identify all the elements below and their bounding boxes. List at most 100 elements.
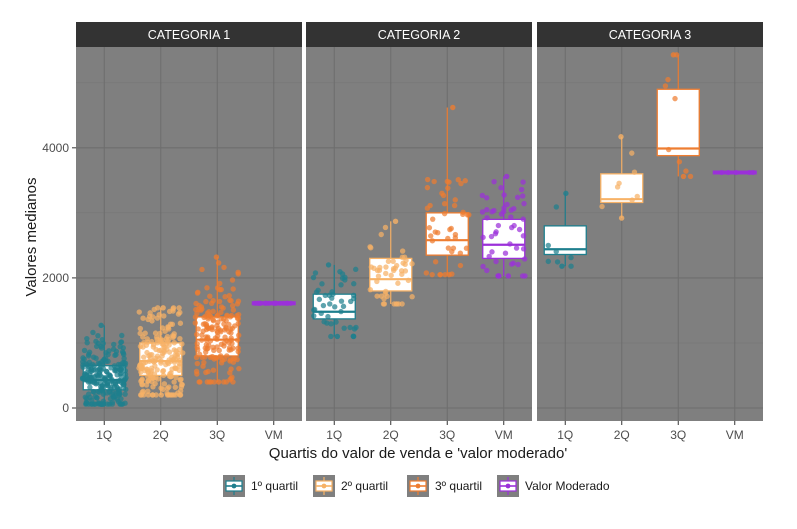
data-point xyxy=(140,315,146,321)
data-point xyxy=(381,301,388,307)
data-point xyxy=(164,333,171,340)
data-point xyxy=(390,258,396,265)
data-point xyxy=(210,308,216,315)
legend-key-point xyxy=(505,483,511,489)
data-point xyxy=(455,176,461,183)
data-point xyxy=(92,393,99,400)
data-point xyxy=(113,351,119,358)
data-point xyxy=(493,258,499,265)
data-point xyxy=(214,329,221,336)
data-point xyxy=(614,184,621,190)
data-point xyxy=(559,263,565,269)
data-point xyxy=(618,134,624,140)
data-point xyxy=(437,271,444,278)
data-point xyxy=(446,271,452,278)
data-point xyxy=(502,250,509,256)
data-point xyxy=(463,245,470,251)
data-point xyxy=(105,383,111,389)
data-point xyxy=(92,401,98,407)
data-point xyxy=(333,319,339,325)
data-point xyxy=(457,250,464,256)
x-axis-title: Quartis do valor de venda e 'valor moder… xyxy=(269,445,568,462)
data-point xyxy=(160,341,167,348)
data-point xyxy=(665,146,672,153)
data-point xyxy=(402,261,408,268)
data-point xyxy=(172,392,179,398)
data-point xyxy=(489,249,495,255)
data-point xyxy=(518,186,525,193)
data-point xyxy=(150,384,156,390)
data-point xyxy=(81,347,88,354)
data-point xyxy=(483,195,490,201)
data-point xyxy=(163,361,169,368)
data-point xyxy=(169,392,175,398)
data-point xyxy=(175,311,182,317)
data-point xyxy=(214,285,221,291)
data-point xyxy=(208,300,215,306)
data-point xyxy=(120,383,126,389)
data-point xyxy=(176,346,183,353)
data-point xyxy=(216,347,222,354)
data-point xyxy=(226,321,232,328)
data-point xyxy=(516,226,523,233)
data-point xyxy=(202,354,208,360)
boxplot-1Q xyxy=(79,322,129,407)
data-point xyxy=(329,289,335,295)
data-point xyxy=(399,271,405,277)
data-point xyxy=(228,298,234,304)
data-point xyxy=(149,338,155,345)
data-point xyxy=(451,202,458,209)
data-point xyxy=(521,200,527,207)
data-point xyxy=(486,253,492,260)
data-point xyxy=(334,333,341,340)
data-point xyxy=(171,340,178,346)
data-point xyxy=(179,341,185,347)
data-point xyxy=(140,354,147,360)
data-point xyxy=(119,364,125,371)
data-point xyxy=(388,272,394,279)
data-point xyxy=(353,266,359,273)
data-point xyxy=(719,169,725,176)
data-point xyxy=(383,270,389,277)
data-point xyxy=(208,379,214,385)
data-point xyxy=(368,245,374,251)
data-point xyxy=(508,261,515,267)
data-point xyxy=(204,285,210,291)
data-point xyxy=(321,319,327,325)
data-point xyxy=(229,277,236,283)
x-tick-label: 2Q xyxy=(614,428,630,442)
boxplot-VM xyxy=(712,169,757,176)
data-point xyxy=(350,333,357,340)
data-point xyxy=(87,394,93,401)
boxplot-1Q xyxy=(310,262,359,340)
data-point xyxy=(236,332,242,338)
data-point xyxy=(84,335,90,342)
boxplot-3Q xyxy=(656,52,700,180)
data-point xyxy=(99,401,105,407)
data-point xyxy=(81,375,88,381)
data-point xyxy=(402,268,409,274)
data-point xyxy=(515,261,521,268)
data-point xyxy=(212,354,218,361)
data-point xyxy=(424,176,431,183)
data-point xyxy=(93,381,99,387)
data-point xyxy=(137,325,144,332)
data-point xyxy=(199,306,205,312)
data-point xyxy=(505,273,512,279)
data-point xyxy=(176,305,182,311)
data-point xyxy=(215,379,222,385)
data-point xyxy=(634,193,640,200)
data-point xyxy=(111,341,117,348)
data-point xyxy=(378,231,384,238)
y-axis-title: Valores medianos xyxy=(23,178,40,297)
data-point xyxy=(504,201,510,208)
facet-strip xyxy=(537,22,763,47)
data-point xyxy=(234,337,241,343)
data-point xyxy=(86,349,93,355)
data-point xyxy=(339,271,346,277)
data-point xyxy=(500,208,507,215)
data-point xyxy=(193,331,200,338)
data-point xyxy=(427,202,433,209)
data-point xyxy=(489,208,495,215)
